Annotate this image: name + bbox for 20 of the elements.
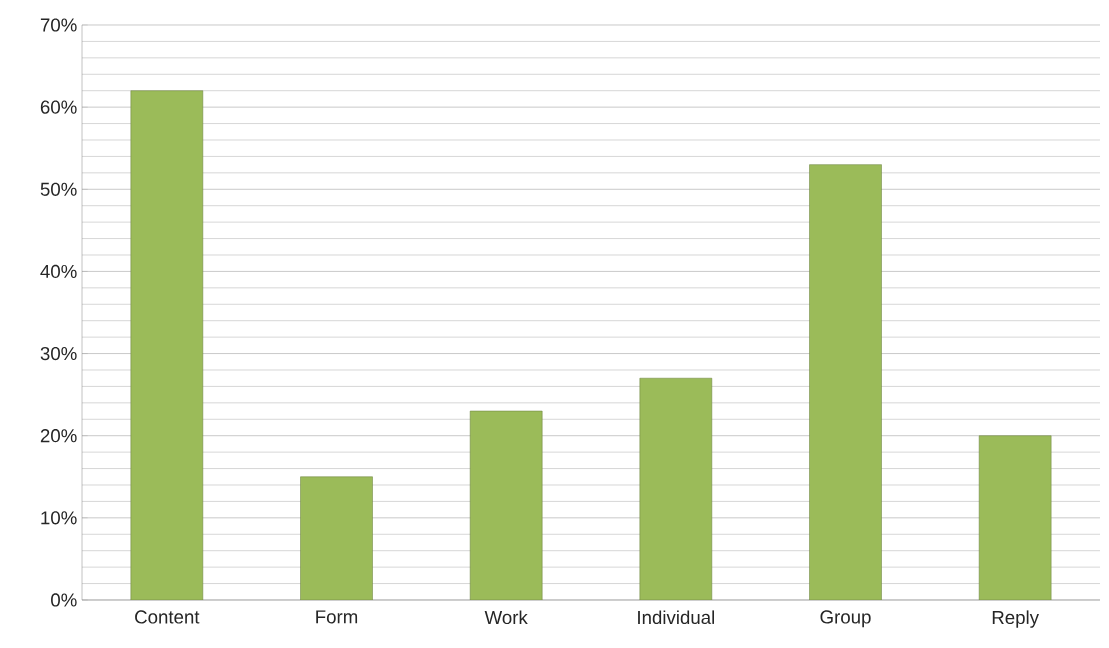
x-tick-label: Form [316,610,358,624]
x-tick-label: Group [820,610,871,628]
x-tick-label: Content [135,610,200,624]
bar [469,410,543,600]
y-tick-label: 10% [41,511,77,525]
x-tick-label: Individual [638,610,715,625]
y-tick-label: 70% [40,18,77,32]
bar [809,164,882,600]
y-tick-label: 20% [40,429,77,443]
x-tick-label: Work [484,610,528,625]
bar [978,435,1052,600]
bar [300,476,373,600]
y-tick-label: 50% [40,182,77,196]
y-tick-label: 0% [51,593,77,607]
y-tick-label: 40% [40,264,77,279]
x-tick-label: Reply [992,610,1039,628]
bar [639,377,713,600]
y-tick-label: 30% [40,346,77,361]
bar [130,90,204,600]
y-tick-label: 60% [40,100,77,114]
